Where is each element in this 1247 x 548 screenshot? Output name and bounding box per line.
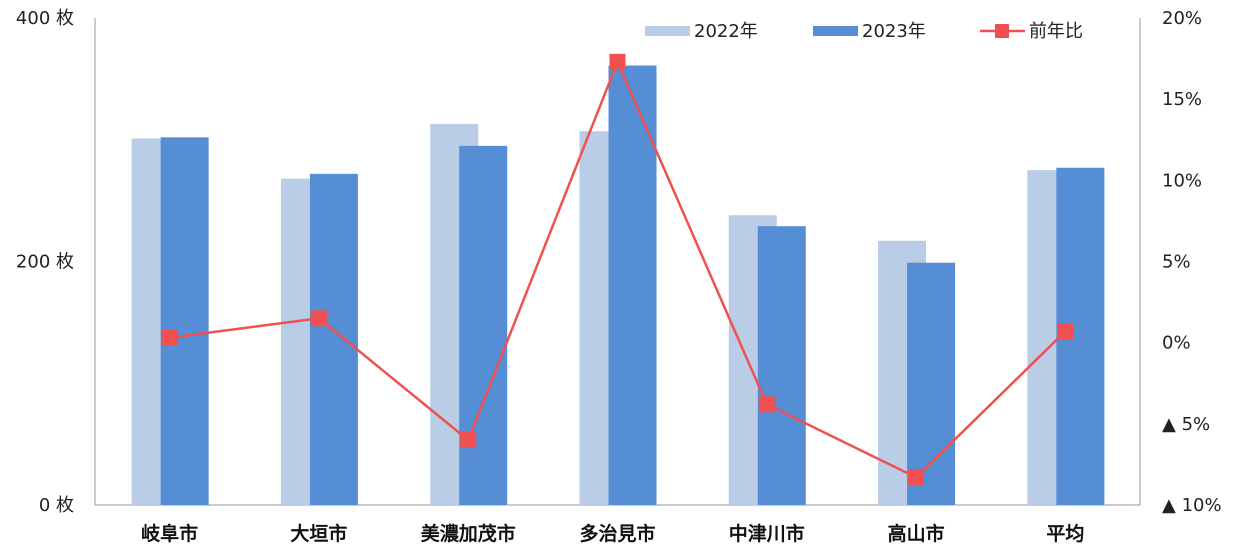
x-tick-label: 岐阜市	[141, 522, 198, 545]
x-tick-label: 平均	[1046, 522, 1084, 545]
x-tick-label: 美濃加茂市	[421, 522, 516, 545]
yoy-marker-4	[758, 396, 775, 413]
bar-2023-3	[608, 65, 657, 506]
right-axis-tick-label: 5%	[1162, 252, 1191, 273]
bar-2023-0	[160, 137, 209, 505]
legend-label-2: 前年比	[1029, 21, 1083, 42]
left-axis-tick-label: 200 枚	[16, 252, 74, 273]
right-axis-tick-label: 10%	[1162, 170, 1202, 191]
yoy-marker-5	[908, 469, 925, 486]
legend-marker-2	[995, 24, 1009, 38]
legend-swatch-1	[813, 26, 858, 36]
yoy-marker-2	[460, 432, 477, 449]
right-axis-tick-label: ▲ 10%	[1162, 495, 1222, 516]
yoy-marker-1	[310, 310, 327, 327]
x-tick-label: 多治見市	[579, 522, 655, 545]
x-tick-label: 大垣市	[290, 522, 347, 545]
x-tick-label: 高山市	[888, 522, 945, 545]
right-axis-tick-label: ▲ 5%	[1162, 414, 1210, 435]
bar-2023-5	[907, 262, 956, 505]
legend-label-0: 2022年	[694, 21, 758, 42]
yoy-marker-0	[161, 329, 178, 346]
yoy-marker-6	[1057, 323, 1074, 340]
legend-label-1: 2023年	[862, 21, 926, 42]
right-axis-tick-label: 15%	[1162, 89, 1202, 110]
legend: 2022年 2023年 前年比	[645, 21, 1083, 42]
legend-swatch-0	[645, 26, 690, 36]
left-axis-tick-label: 0 枚	[39, 495, 74, 516]
x-tick-label: 中津川市	[729, 522, 805, 545]
left-axis-tick-label: 400 枚	[16, 8, 74, 29]
yoy-marker-3	[609, 53, 626, 70]
bar-2023-2	[459, 145, 508, 505]
bar-2023-1	[309, 173, 358, 505]
bar-2023-4	[757, 226, 806, 505]
right-axis-tick-label: 0%	[1162, 333, 1191, 354]
right-axis-tick-label: 20%	[1162, 8, 1202, 29]
